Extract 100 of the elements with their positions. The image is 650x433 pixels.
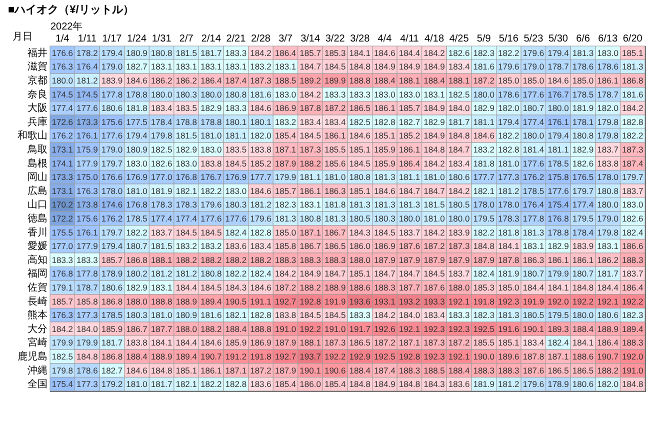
data-label: 174.6 — [101, 200, 123, 210]
data-label: 178.2 — [76, 48, 98, 58]
data-label: 184.4 — [398, 48, 420, 58]
data-label: 179.5 — [473, 214, 495, 224]
data-label: 183.4 — [448, 158, 470, 168]
x-tick-label: 3/28 — [350, 34, 370, 44]
data-label: 193.7 — [300, 352, 322, 362]
data-label: 186.7 — [126, 324, 148, 334]
data-label: 184.5 — [324, 310, 346, 320]
data-label: 179.9 — [76, 338, 98, 348]
data-label: 188.4 — [448, 365, 470, 376]
data-label: 193.1 — [374, 296, 396, 306]
data-label: 177.6 — [522, 158, 544, 168]
data-label: 185.3 — [324, 48, 346, 58]
y-tick-label: 大阪 — [28, 102, 48, 114]
data-label: 184.8 — [448, 130, 470, 141]
y-tick-label: 和歌山 — [18, 130, 48, 142]
data-label: 181.3 — [498, 310, 520, 320]
data-label: 185.5 — [324, 144, 346, 154]
data-label: 186.8 — [101, 352, 123, 362]
data-label: 187.1 — [274, 144, 296, 154]
data-label: 181.3 — [398, 200, 420, 210]
data-label: 188.4 — [424, 76, 446, 86]
data-label: 192.5 — [473, 324, 495, 334]
data-label: 180.9 — [126, 48, 148, 58]
data-label: 192.2 — [622, 296, 644, 306]
data-label: 183.9 — [448, 227, 470, 238]
data-label: 181.3 — [622, 62, 644, 72]
data-label: 184.5 — [225, 158, 247, 168]
data-label: 185.1 — [374, 130, 396, 141]
data-label: 178.6 — [597, 62, 619, 72]
data-label: 183.1 — [274, 62, 296, 72]
data-label: 191.1 — [250, 296, 272, 306]
data-label: 180.0 — [572, 310, 594, 320]
data-label: 186.7 — [300, 241, 322, 252]
data-label: 192.8 — [398, 352, 420, 362]
data-label: 181.3 — [374, 200, 396, 210]
data-label: 183.1 — [300, 200, 322, 210]
y-tick-label: 福井 — [28, 46, 48, 59]
data-label: 177.9 — [76, 241, 98, 252]
y-tick-label: 山口 — [28, 198, 48, 211]
data-label: 187.1 — [548, 352, 570, 362]
data-label: 180.0 — [52, 76, 74, 86]
data-label: 182.1 — [225, 310, 247, 320]
data-label: 183.0 — [622, 200, 644, 210]
data-label: 185.1 — [176, 365, 198, 376]
x-tick-label: 3/22 — [325, 34, 346, 44]
data-label: 184.2 — [448, 186, 470, 196]
data-label: 182.2 — [498, 130, 520, 141]
data-label: 187.3 — [622, 144, 644, 154]
data-label: 183.0 — [274, 89, 296, 100]
data-label: 179.9 — [548, 268, 570, 279]
data-label: 186.1 — [597, 76, 619, 86]
data-label: 188.3 — [274, 254, 296, 265]
data-label: 187.6 — [522, 365, 544, 376]
data-label: 184.3 — [424, 379, 446, 390]
data-label: 176.3 — [52, 310, 74, 320]
data-label: 178.8 — [548, 227, 570, 238]
data-label: 174.5 — [52, 89, 74, 100]
data-label: 180.7 — [522, 103, 544, 114]
data-label: 186.3 — [522, 254, 544, 265]
data-label: 184.9 — [424, 103, 446, 114]
data-label: 185.7 — [52, 296, 74, 306]
data-label: 185.5 — [473, 338, 495, 348]
y-tick-label: 愛媛 — [28, 240, 48, 252]
data-label: 183.4 — [150, 103, 172, 114]
data-label: 176.3 — [76, 186, 98, 196]
y-tick-label: 奈良 — [28, 88, 48, 100]
data-label: 182.5 — [448, 89, 470, 100]
data-label: 182.4 — [473, 268, 495, 279]
data-label: 178.8 — [200, 116, 222, 127]
y-tick-label: 兵庫 — [28, 116, 48, 128]
data-label: 179.0 — [597, 214, 619, 224]
data-label: 180.6 — [101, 282, 123, 292]
data-label: 173.3 — [52, 172, 74, 182]
data-label: 178.3 — [176, 200, 198, 210]
data-label: 188.3 — [622, 338, 644, 348]
data-label: 188.2 — [200, 324, 222, 334]
data-label: 187.4 — [374, 365, 396, 376]
data-label: 177.4 — [52, 103, 74, 114]
data-label: 177.0 — [52, 241, 74, 252]
data-label: 177.8 — [76, 268, 98, 279]
data-label: 187.3 — [448, 241, 470, 252]
data-label: 192.3 — [498, 296, 520, 306]
data-label: 188.1 — [398, 76, 420, 86]
data-label: 179.2 — [101, 379, 123, 390]
data-label: 181.5 — [176, 130, 198, 141]
data-label: 186.4 — [200, 76, 222, 86]
data-label: 186.1 — [548, 254, 570, 265]
data-label: 184.7 — [324, 268, 346, 279]
data-label: 176.9 — [126, 172, 148, 182]
data-label: 176.6 — [52, 48, 74, 58]
data-label: 183.3 — [349, 310, 371, 320]
data-label: 192.3 — [424, 352, 446, 362]
data-label: 187.2 — [374, 338, 396, 348]
data-label: 184.7 — [374, 268, 396, 279]
data-label: 192.1 — [597, 296, 619, 306]
data-label: 188.2 — [176, 254, 198, 265]
data-label: 183.6 — [225, 241, 247, 252]
data-label: 185.7 — [300, 48, 322, 58]
